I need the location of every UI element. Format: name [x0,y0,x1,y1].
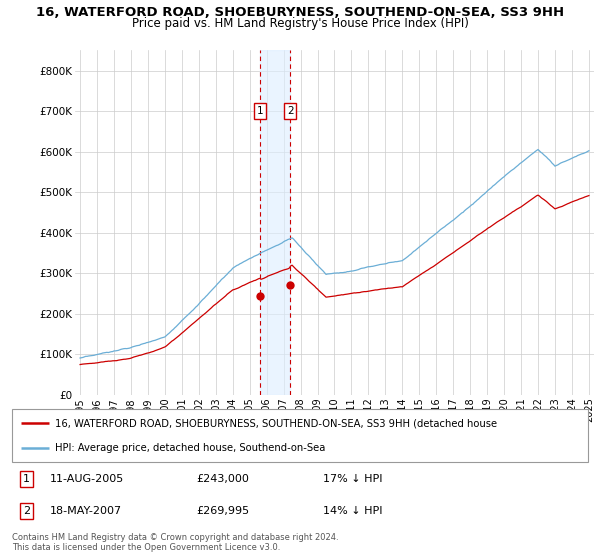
Text: 2: 2 [23,506,30,516]
Text: 2: 2 [287,106,293,116]
Text: 1: 1 [257,106,263,116]
Text: £243,000: £243,000 [196,474,249,484]
Text: Price paid vs. HM Land Registry's House Price Index (HPI): Price paid vs. HM Land Registry's House … [131,17,469,30]
Text: 18-MAY-2007: 18-MAY-2007 [49,506,122,516]
Text: 14% ↓ HPI: 14% ↓ HPI [323,506,383,516]
Bar [260,50,290,395]
Text: 1: 1 [23,474,30,484]
Text: Contains HM Land Registry data © Crown copyright and database right 2024.: Contains HM Land Registry data © Crown c… [12,533,338,542]
Text: 11-AUG-2005: 11-AUG-2005 [49,474,124,484]
Text: 16, WATERFORD ROAD, SHOEBURYNESS, SOUTHEND-ON-SEA, SS3 9HH (detached house: 16, WATERFORD ROAD, SHOEBURYNESS, SOUTHE… [55,418,497,428]
Text: 16, WATERFORD ROAD, SHOEBURYNESS, SOUTHEND-ON-SEA, SS3 9HH: 16, WATERFORD ROAD, SHOEBURYNESS, SOUTHE… [36,6,564,18]
Text: HPI: Average price, detached house, Southend-on-Sea: HPI: Average price, detached house, Sout… [55,442,326,452]
Text: This data is licensed under the Open Government Licence v3.0.: This data is licensed under the Open Gov… [12,543,280,552]
Text: £269,995: £269,995 [196,506,250,516]
Text: 17% ↓ HPI: 17% ↓ HPI [323,474,383,484]
